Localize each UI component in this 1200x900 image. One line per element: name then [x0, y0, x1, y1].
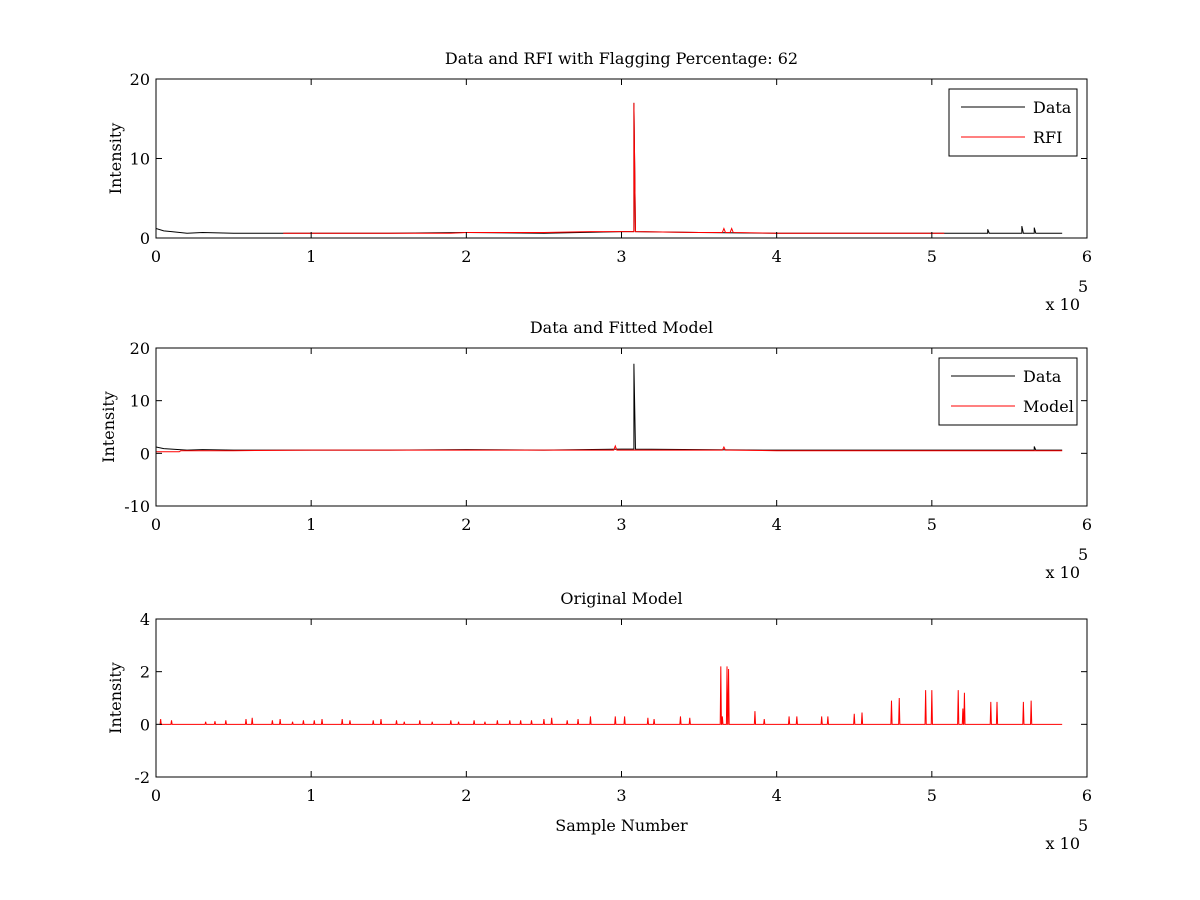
y-tick-label: 20: [130, 339, 150, 358]
x-multiplier: x 10: [1046, 295, 1080, 314]
x-tick-label: 3: [616, 515, 626, 534]
x-exponent: 5: [1078, 277, 1088, 296]
series-line-data: [156, 102, 1063, 234]
x-tick-label: 1: [306, 247, 316, 266]
x-axis-label: Sample Number: [555, 816, 688, 835]
legend: Data RFI: [948, 88, 1078, 157]
y-tick-label: -2: [134, 768, 150, 787]
y-tick-label: 0: [140, 444, 150, 463]
legend: Data Model: [938, 357, 1078, 426]
x-tick-label: 0: [151, 786, 161, 805]
y-tick-label: 10: [130, 392, 150, 411]
y-tick-label: 10: [130, 150, 150, 169]
legend-label-data: Data: [1023, 367, 1062, 386]
x-tick-label: 6: [1082, 786, 1092, 805]
x-tick-label: 4: [772, 515, 782, 534]
x-tick-label: 0: [151, 515, 161, 534]
legend-label-data: Data: [1033, 98, 1072, 117]
x-tick-label: 5: [927, 786, 937, 805]
y-tick-label: 20: [130, 70, 150, 89]
legend-label-rfi: RFI: [1033, 128, 1062, 147]
series-line-model: [156, 444, 1063, 453]
chart-title: Original Model: [560, 589, 682, 608]
x-tick-label: 3: [616, 247, 626, 266]
x-tick-label: 4: [772, 247, 782, 266]
series-group: [156, 363, 1063, 453]
x-tick-label: 6: [1082, 515, 1092, 534]
legend-box: [948, 88, 1078, 157]
x-tick-label: 5: [927, 515, 937, 534]
x-tick-label: 2: [461, 515, 471, 534]
series-group: [156, 102, 1063, 234]
x-tick-label: 0: [151, 247, 161, 266]
x-exponent: 5: [1078, 816, 1088, 835]
series-line-rfi: [283, 102, 945, 234]
x-multiplier: x 10: [1046, 834, 1080, 853]
legend-box: [938, 357, 1078, 426]
legend-label-model: Model: [1023, 397, 1074, 416]
x-tick-label: 1: [306, 786, 316, 805]
y-axis-label: Intensity: [106, 123, 125, 195]
x-tick-label: 6: [1082, 247, 1092, 266]
x-exponent: 5: [1078, 545, 1088, 564]
chart-title: Data and Fitted Model: [530, 318, 713, 337]
y-tick-label: 2: [140, 663, 150, 682]
y-axis-label: Intensity: [99, 391, 118, 463]
y-tick-label: 0: [140, 229, 150, 248]
series-group: [159, 666, 1063, 725]
x-tick-label: 1: [306, 515, 316, 534]
axes-frame: [155, 78, 1088, 239]
x-tick-label: 3: [616, 786, 626, 805]
y-tick-label: 4: [140, 610, 150, 629]
y-tick-label: 0: [140, 715, 150, 734]
x-tick-label: 5: [927, 247, 937, 266]
axes-frame: [155, 618, 1088, 778]
y-tick-label: -10: [124, 497, 150, 516]
x-tick-label: 2: [461, 786, 471, 805]
x-multiplier: x 10: [1046, 563, 1080, 582]
series-line-data: [156, 363, 1063, 451]
subplot-rfi: 0 1 2 3 4 5 6 0 10 20 Data and RFI with Flagging P…: [106, 49, 1092, 314]
x-tick-label: 2: [461, 247, 471, 266]
series-line-model: [159, 666, 1063, 725]
x-tick-label: 4: [772, 786, 782, 805]
y-axis-label: Intensity: [106, 662, 125, 734]
chart-title: Data and RFI with Flagging Percentage: 6…: [445, 49, 798, 68]
